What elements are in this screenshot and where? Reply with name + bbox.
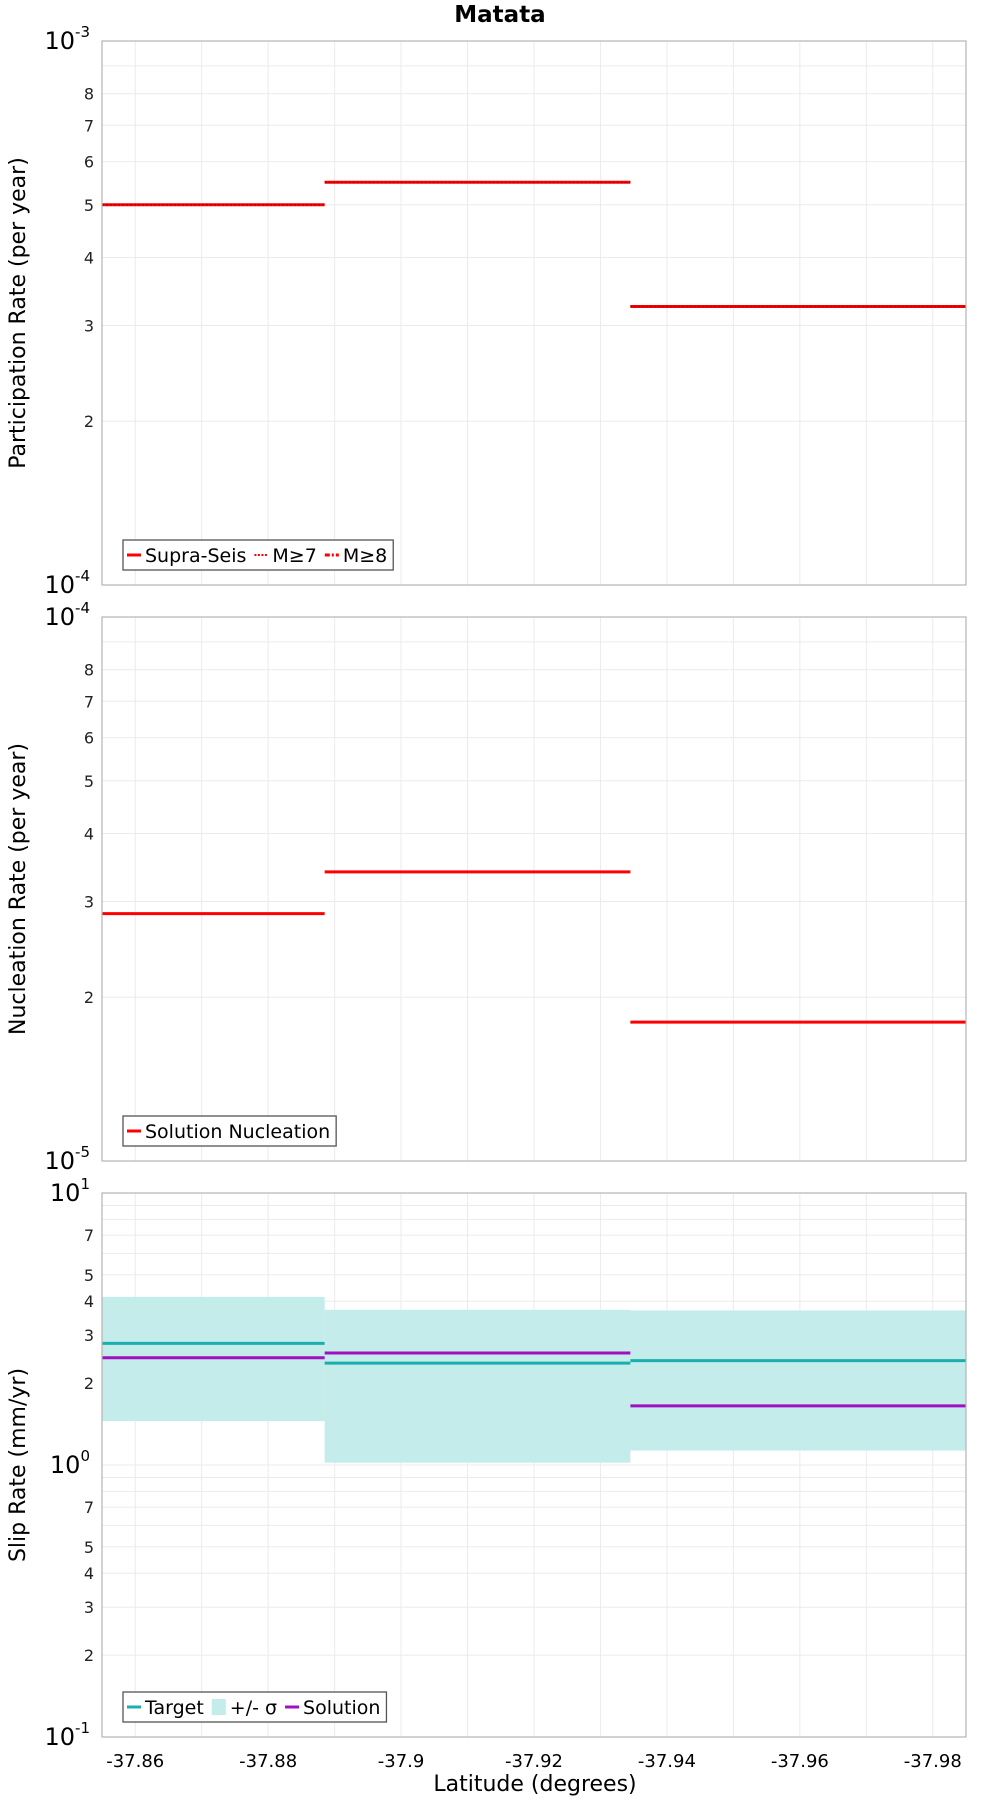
x-tick-label: -37.98 [904, 1751, 962, 1772]
y-tick-minor-label: 2 [84, 1374, 94, 1393]
y-tick-labels: 10-3 8 7 6 5 4 3 2 10-4 [44, 23, 94, 599]
y-tick-major-label: 10-5 [44, 1143, 90, 1175]
y-tick-minor-label: 8 [84, 85, 94, 104]
x-tick-label: -37.96 [771, 1751, 829, 1772]
legend-swatch-sigma [211, 1699, 226, 1715]
y-tick-minor-label: 7 [84, 692, 94, 711]
y-tick-minor-label: 4 [84, 248, 94, 267]
legend: Solution Nucleation [122, 1115, 337, 1147]
y-axis-label: Slip Rate (mm/yr) [6, 1368, 31, 1562]
x-tick-label: -37.94 [638, 1751, 696, 1772]
y-tick-minor-label: 8 [84, 661, 94, 680]
y-tick-labels: 101 7 5 4 3 2 100 7 5 4 3 2 10-1 [44, 1175, 94, 1751]
gridlines [102, 41, 966, 585]
y-tick-minor-label: 7 [84, 1226, 94, 1245]
gridlines [102, 1193, 966, 1737]
x-tick-label: -37.92 [505, 1751, 563, 1772]
y-axis-label: Participation Rate (per year) [6, 157, 31, 469]
legend: Target +/- σ Solution [122, 1691, 388, 1723]
chart-panels: 10-3 8 7 6 5 4 3 2 10-4 Participation Rate (per y… [6, 23, 967, 1772]
legend-label-m-8: M≥8 [343, 545, 387, 567]
x-tick-label: -37.9 [378, 1751, 425, 1772]
legend-label-target: Target [144, 1697, 204, 1719]
y-tick-minor-label: 2 [84, 988, 94, 1007]
plot-frame [101, 1192, 967, 1738]
y-tick-major-label: 10-3 [44, 23, 90, 55]
y-tick-major-label: 101 [50, 1175, 90, 1207]
y-tick-minor-label: 6 [84, 729, 94, 748]
y-tick-minor-label: 3 [84, 316, 94, 335]
y-tick-minor-label: 2 [84, 412, 94, 431]
x-tick-labels: -37.86 -37.88 -37.9 -37.92 -37.94 -37.96 -37.9… [106, 1751, 962, 1772]
y-tick-major-label: 10-4 [44, 599, 90, 631]
y-tick-minor-label: 6 [84, 153, 94, 172]
legend-label-m-7: M≥7 [272, 545, 316, 567]
legend-box [122, 1691, 388, 1723]
legend: Supra-Seis M≥7 M≥8 [122, 539, 394, 571]
y-tick-minor-label: 2 [84, 1646, 94, 1665]
panel-2: 10-4 8 7 6 5 4 3 2 10-5 Nucleation Rate (per year… [6, 599, 967, 1175]
x-tick-label: -37.86 [106, 1751, 164, 1772]
legend-label-series: +/- σ [230, 1697, 277, 1719]
y-tick-major-label: 10-1 [44, 1719, 90, 1751]
y-tick-minor-label: 7 [84, 1498, 94, 1517]
y-tick-major-label: 100 [50, 1447, 90, 1479]
legend-label-solution-nucleation: Solution Nucleation [145, 1121, 330, 1143]
y-tick-minor-label: 5 [84, 772, 94, 791]
y-axis-label: Nucleation Rate (per year) [6, 743, 31, 1035]
y-tick-minor-label: 3 [84, 892, 94, 911]
panel-1: 10-3 8 7 6 5 4 3 2 10-4 Participation Rate (per y… [6, 23, 967, 599]
y-tick-minor-label: 3 [84, 1598, 94, 1617]
x-axis-label: Latitude (degrees) [433, 1772, 636, 1797]
x-tick-label: -37.88 [239, 1751, 297, 1772]
chart-title: Matata [454, 2, 545, 28]
y-tick-minor-label: 5 [84, 196, 94, 215]
legend-label-solution: Solution [303, 1697, 380, 1719]
y-tick-minor-label: 5 [84, 1266, 94, 1285]
legend-box [122, 1115, 337, 1147]
y-tick-minor-label: 4 [84, 824, 94, 843]
plot-frame [101, 40, 967, 586]
y-tick-minor-label: 5 [84, 1538, 94, 1557]
plot-frame [101, 616, 967, 1162]
y-tick-major-label: 10-4 [44, 567, 90, 599]
sigma-band-2 [324, 1309, 631, 1463]
sigma-band-3 [630, 1310, 966, 1451]
y-tick-minor-label: 3 [84, 1326, 94, 1345]
y-tick-minor-label: 4 [84, 1564, 94, 1583]
legend-label-supra-seis: Supra-Seis [145, 545, 246, 567]
gridlines [102, 617, 966, 1161]
y-tick-minor-label: 4 [84, 1292, 94, 1311]
y-tick-labels: 10-4 8 7 6 5 4 3 2 10-5 [44, 599, 94, 1175]
y-tick-minor-label: 7 [84, 116, 94, 135]
panel-3: 101 7 5 4 3 2 100 7 5 4 3 2 10-1 Slip Rate (mm/yr) -37… [6, 1175, 967, 1772]
